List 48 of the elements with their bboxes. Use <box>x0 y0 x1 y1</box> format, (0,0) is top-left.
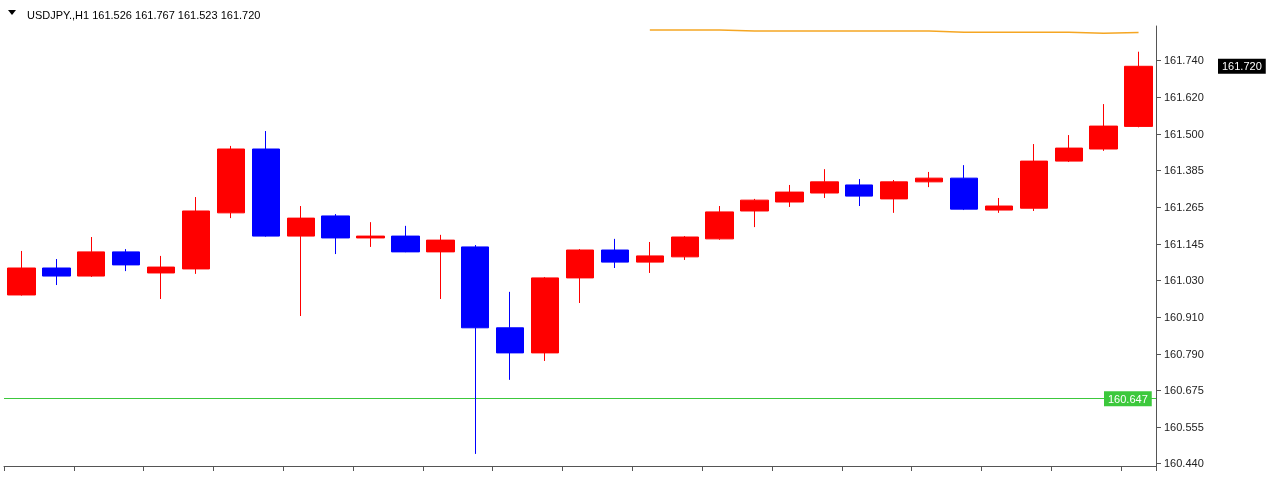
candlestick <box>740 198 769 228</box>
candlestick <box>636 241 664 274</box>
candlestick <box>321 213 350 255</box>
candlestick <box>1020 143 1048 212</box>
candlestick <box>496 291 524 381</box>
candlestick <box>391 225 420 253</box>
candlestick <box>915 171 943 188</box>
candlestick <box>426 234 455 300</box>
candlestick <box>950 164 978 211</box>
candlestick <box>705 205 734 241</box>
candlestick <box>775 184 804 208</box>
candlestick <box>845 178 873 207</box>
candlestick <box>461 244 489 455</box>
candlestick <box>217 145 245 219</box>
y-tick-label: 161.500 <box>1164 128 1204 141</box>
y-tick-label: 161.030 <box>1164 274 1204 287</box>
candlestick <box>182 196 210 275</box>
y-tick-label: 160.440 <box>1164 456 1204 469</box>
candlestick <box>112 248 140 272</box>
candlestick <box>671 235 699 261</box>
candlestick <box>147 255 175 300</box>
candlestick <box>287 205 315 317</box>
candlestick <box>42 258 71 286</box>
y-tick-label: 160.675 <box>1164 384 1204 397</box>
candlestick <box>1055 134 1083 163</box>
y-tick-label: 160.910 <box>1164 311 1204 324</box>
y-tick-label: 161.145 <box>1164 238 1204 251</box>
candlestick <box>880 179 908 214</box>
y-tick-label: 161.265 <box>1164 201 1204 214</box>
candlestick <box>531 276 559 362</box>
candlestick <box>7 250 36 297</box>
y-tick-label: 160.790 <box>1164 348 1204 361</box>
y-tick-label: 161.740 <box>1164 54 1204 67</box>
candlestick <box>356 221 385 248</box>
ref-line-label: 160.647 <box>1108 392 1148 405</box>
y-tick-label: 161.385 <box>1164 164 1204 177</box>
candlestick <box>566 248 594 304</box>
candlestick <box>252 130 280 238</box>
text: 161.720 <box>1222 60 1262 73</box>
y-tick-label: 161.620 <box>1164 91 1204 104</box>
chart-title: USDJPY.,H1 161.526 161.767 161.523 161.720 <box>27 8 261 21</box>
candlestick <box>985 197 1013 214</box>
candlestick <box>77 236 105 278</box>
candlestick <box>601 238 629 269</box>
candlestick <box>1124 51 1153 128</box>
y-tick-label: 160.555 <box>1164 421 1204 434</box>
candlestick <box>810 168 839 199</box>
candlestick <box>1089 103 1118 152</box>
